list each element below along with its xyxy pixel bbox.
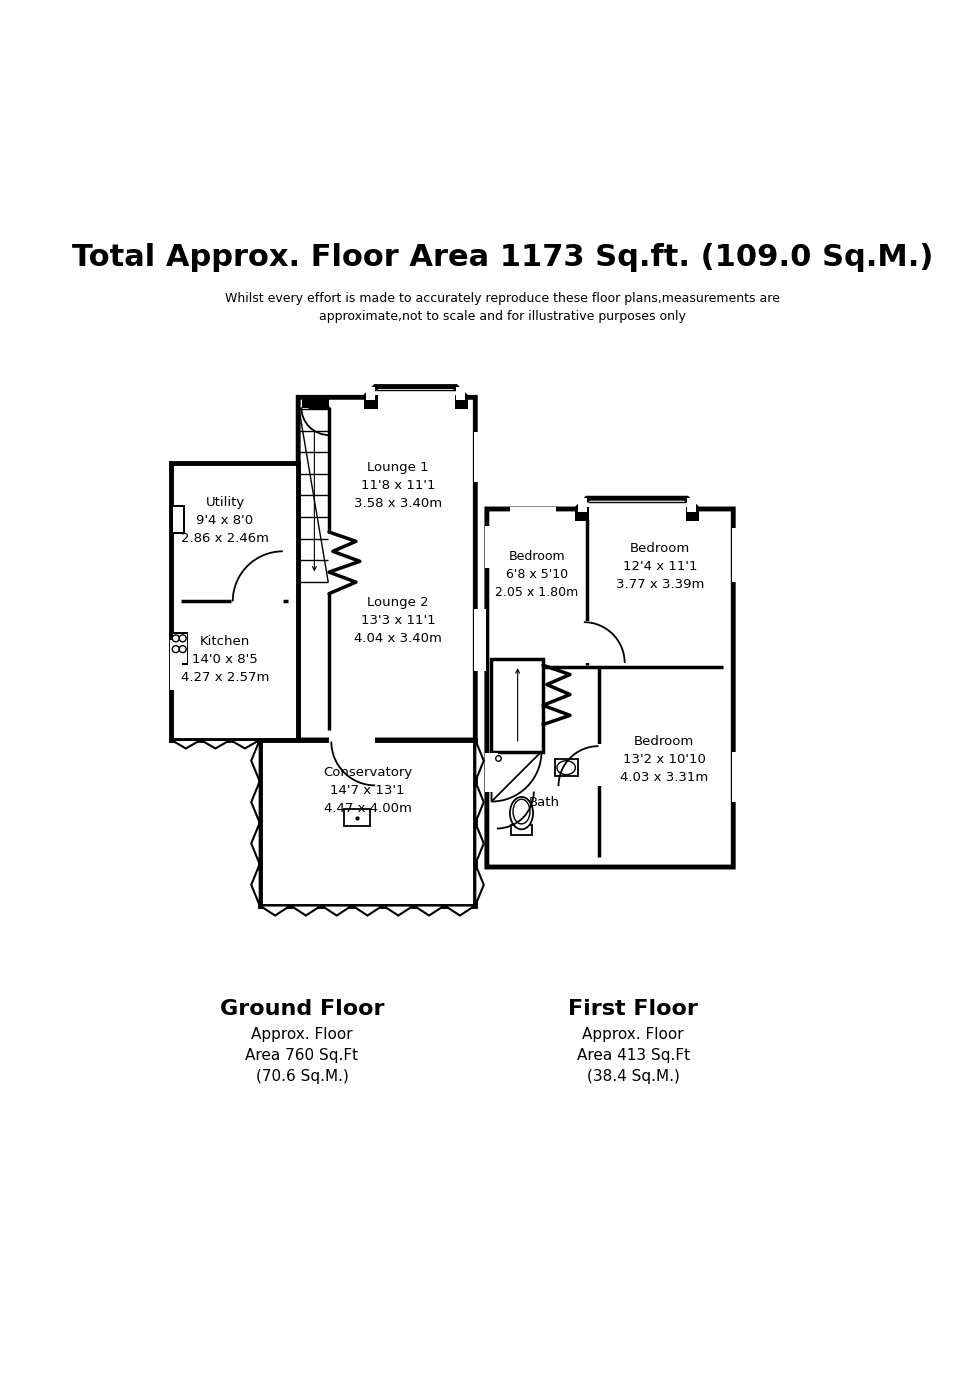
- Bar: [302, 398, 329, 407]
- Bar: [485, 525, 498, 568]
- Bar: [172, 505, 185, 535]
- Bar: [366, 387, 375, 401]
- Text: Bedroom
12'4 x 11'1
3.77 x 3.39m: Bedroom 12'4 x 11'1 3.77 x 3.39m: [615, 542, 705, 592]
- Text: Total Approx. Floor Area 1173 Sq.ft. (109.0 Sq.M.): Total Approx. Floor Area 1173 Sq.ft. (10…: [72, 243, 933, 272]
- Bar: [456, 387, 466, 401]
- Bar: [575, 507, 589, 521]
- Polygon shape: [230, 740, 260, 748]
- Bar: [555, 760, 578, 776]
- Polygon shape: [201, 740, 230, 748]
- Text: Whilst every effort is made to accurately reproduce these floor plans,measuremen: Whilst every effort is made to accuratel…: [224, 291, 780, 323]
- Bar: [510, 507, 557, 520]
- Bar: [511, 825, 532, 836]
- Polygon shape: [251, 782, 260, 823]
- Polygon shape: [172, 463, 298, 740]
- Bar: [687, 498, 697, 511]
- Ellipse shape: [514, 800, 530, 823]
- Polygon shape: [321, 905, 352, 916]
- Polygon shape: [260, 905, 290, 916]
- Text: Kitchen
14'0 x 8'5
4.27 x 2.57m: Kitchen 14'0 x 8'5 4.27 x 2.57m: [181, 635, 270, 683]
- Bar: [344, 809, 369, 826]
- Text: Conservatory
14'7 x 13'1
4.47 x 4.00m: Conservatory 14'7 x 13'1 4.47 x 4.00m: [322, 765, 413, 815]
- Bar: [578, 498, 587, 511]
- Polygon shape: [475, 823, 484, 863]
- Bar: [485, 753, 498, 791]
- Bar: [596, 744, 608, 786]
- Polygon shape: [251, 863, 260, 905]
- Text: Approx. Floor
Area 413 Sq.Ft
(38.4 Sq.M.): Approx. Floor Area 413 Sq.Ft (38.4 Sq.M.…: [576, 1027, 690, 1084]
- Bar: [172, 507, 183, 532]
- Bar: [732, 751, 744, 801]
- Text: Ground Floor: Ground Floor: [220, 999, 384, 1020]
- Bar: [172, 632, 188, 664]
- Bar: [473, 608, 486, 671]
- Polygon shape: [251, 823, 260, 863]
- Polygon shape: [172, 740, 201, 748]
- Text: First Floor: First Floor: [568, 999, 698, 1020]
- Text: Bedroom
13'2 x 10'10
4.03 x 3.31m: Bedroom 13'2 x 10'10 4.03 x 3.31m: [619, 735, 709, 783]
- Polygon shape: [492, 751, 542, 801]
- Bar: [686, 507, 700, 521]
- Ellipse shape: [510, 797, 533, 829]
- Text: Bedroom
6'8 x 5'10
2.05 x 1.80m: Bedroom 6'8 x 5'10 2.05 x 1.80m: [495, 550, 578, 599]
- Polygon shape: [475, 782, 484, 823]
- Text: Bath: Bath: [529, 796, 561, 809]
- Polygon shape: [475, 740, 484, 782]
- Text: Lounge 1
11'8 x 11'1
3.58 x 3.40m: Lounge 1 11'8 x 11'1 3.58 x 3.40m: [354, 462, 442, 510]
- Polygon shape: [414, 905, 445, 916]
- Polygon shape: [445, 905, 475, 916]
- Polygon shape: [352, 905, 383, 916]
- Bar: [492, 660, 543, 751]
- Polygon shape: [298, 387, 475, 740]
- Bar: [170, 640, 182, 690]
- Text: Utility
9'4 x 8'0
2.86 x 2.46m: Utility 9'4 x 8'0 2.86 x 2.46m: [181, 496, 270, 545]
- Bar: [329, 736, 375, 747]
- Polygon shape: [260, 740, 475, 905]
- Bar: [172, 633, 186, 663]
- Polygon shape: [251, 740, 260, 782]
- Polygon shape: [475, 863, 484, 905]
- Bar: [455, 395, 468, 409]
- Bar: [172, 507, 183, 532]
- Bar: [584, 621, 596, 663]
- Text: Approx. Floor
Area 760 Sq.Ft
(70.6 Sq.M.): Approx. Floor Area 760 Sq.Ft (70.6 Sq.M.…: [245, 1027, 359, 1084]
- Polygon shape: [383, 905, 414, 916]
- Polygon shape: [487, 498, 733, 868]
- Bar: [473, 432, 486, 482]
- Polygon shape: [290, 905, 321, 916]
- Bar: [364, 395, 377, 409]
- Bar: [732, 528, 744, 582]
- Text: Lounge 2
13'3 x 11'1
4.04 x 3.40m: Lounge 2 13'3 x 11'1 4.04 x 3.40m: [355, 596, 442, 644]
